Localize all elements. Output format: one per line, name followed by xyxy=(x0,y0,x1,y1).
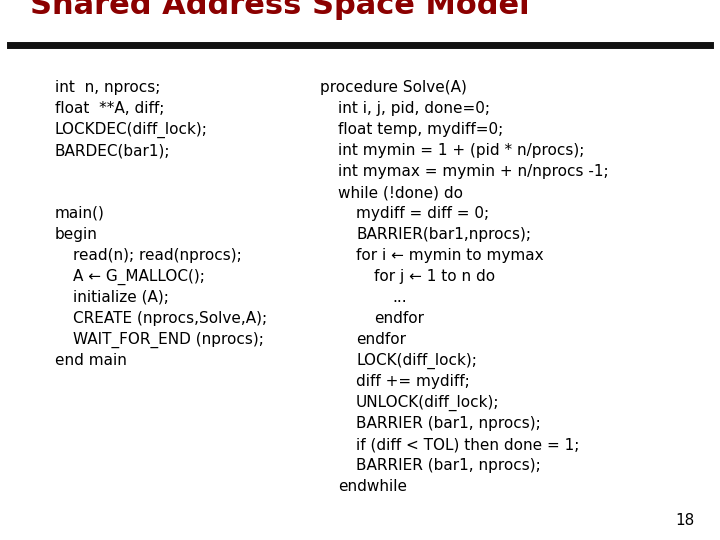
Text: for i ← mymin to mymax: for i ← mymin to mymax xyxy=(356,248,544,263)
Text: WAIT_FOR_END (nprocs);: WAIT_FOR_END (nprocs); xyxy=(73,332,264,348)
Text: while (!done) do: while (!done) do xyxy=(338,185,463,200)
Text: main(): main() xyxy=(55,206,105,221)
Text: Shared Address Space Model: Shared Address Space Model xyxy=(30,0,530,20)
Text: UNLOCK(diff_lock);: UNLOCK(diff_lock); xyxy=(356,395,500,411)
Text: BARRIER (bar1, nprocs);: BARRIER (bar1, nprocs); xyxy=(356,416,541,431)
Text: BARRIER (bar1, nprocs);: BARRIER (bar1, nprocs); xyxy=(356,458,541,473)
Text: int  n, nprocs;: int n, nprocs; xyxy=(55,80,161,95)
Text: float temp, mydiff=0;: float temp, mydiff=0; xyxy=(338,122,503,137)
Text: begin: begin xyxy=(55,227,98,242)
Text: CREATE (nprocs,Solve,A);: CREATE (nprocs,Solve,A); xyxy=(73,311,267,326)
Text: diff += mydiff;: diff += mydiff; xyxy=(356,374,469,389)
Text: for j ← 1 to n do: for j ← 1 to n do xyxy=(374,269,495,284)
Text: endfor: endfor xyxy=(356,332,406,347)
Text: A ← G_MALLOC();: A ← G_MALLOC(); xyxy=(73,269,205,285)
Text: int i, j, pid, done=0;: int i, j, pid, done=0; xyxy=(338,101,490,116)
Text: read(n); read(nprocs);: read(n); read(nprocs); xyxy=(73,248,242,263)
Text: int mymax = mymin + n/nprocs -1;: int mymax = mymin + n/nprocs -1; xyxy=(338,164,608,179)
Text: int mymin = 1 + (pid * n/procs);: int mymin = 1 + (pid * n/procs); xyxy=(338,143,585,158)
Text: if (diff < TOL) then done = 1;: if (diff < TOL) then done = 1; xyxy=(356,437,580,452)
Text: LOCKDEC(diff_lock);: LOCKDEC(diff_lock); xyxy=(55,122,208,138)
Text: endfor: endfor xyxy=(374,311,424,326)
Text: BARDEC(bar1);: BARDEC(bar1); xyxy=(55,143,171,158)
Text: LOCK(diff_lock);: LOCK(diff_lock); xyxy=(356,353,477,369)
Text: ...: ... xyxy=(392,290,407,305)
Text: 18: 18 xyxy=(676,513,695,528)
Text: BARRIER(bar1,nprocs);: BARRIER(bar1,nprocs); xyxy=(356,227,531,242)
Text: procedure Solve(A): procedure Solve(A) xyxy=(320,80,467,95)
Text: endwhile: endwhile xyxy=(338,479,407,494)
Text: end main: end main xyxy=(55,353,127,368)
Text: initialize (A);: initialize (A); xyxy=(73,290,169,305)
Text: float  **A, diff;: float **A, diff; xyxy=(55,101,164,116)
Text: mydiff = diff = 0;: mydiff = diff = 0; xyxy=(356,206,489,221)
